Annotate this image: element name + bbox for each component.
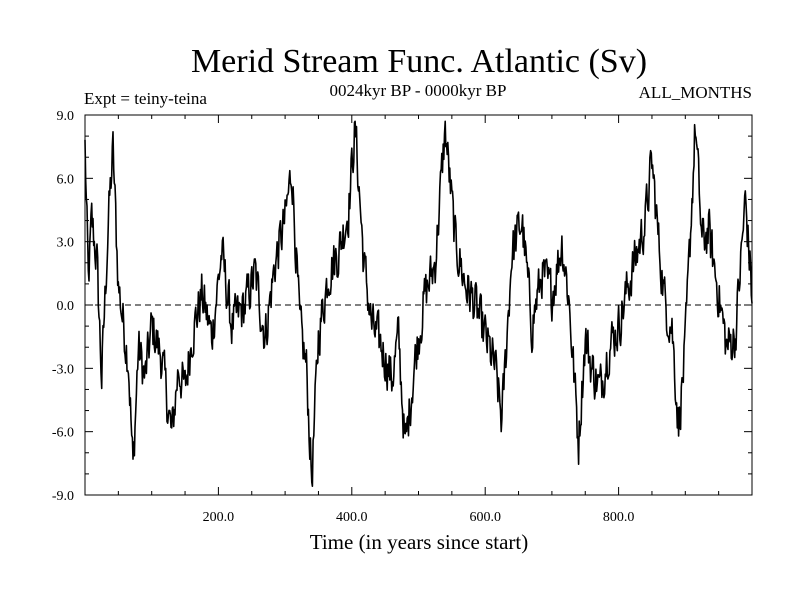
y-tick-label: 3.0 [57,236,75,251]
series-line [84,120,753,488]
y-tick-label: 9.0 [57,109,75,124]
x-ticks-group: 200.0 400.0 600.0 800.0 [117,115,720,525]
y-ticks-group: 9.0 6.0 3.0 0.0 -3.0 -6.0 -9.0 [52,109,752,504]
time-range-label: 0024kyr BP - 0000kyr BP [330,81,507,100]
plot-frame [84,114,753,496]
y-tick-label: -6.0 [52,426,74,441]
experiment-label: Expt = teiny-teina [84,89,207,108]
y-tick-label: 0.0 [57,299,75,314]
y-tick-label: -9.0 [52,489,74,504]
x-tick-label: 200.0 [203,510,235,525]
x-tick-label: 400.0 [336,510,368,525]
x-axis-label: Time (in years since start) [310,530,529,554]
x-tick-label: 800.0 [603,510,635,525]
chart-title: Merid Stream Func. Atlantic (Sv) [191,43,647,80]
y-tick-label: 6.0 [57,172,75,187]
months-label: ALL_MONTHS [639,83,752,102]
x-tick-label: 600.0 [469,510,501,525]
y-tick-label: -3.0 [52,362,74,377]
